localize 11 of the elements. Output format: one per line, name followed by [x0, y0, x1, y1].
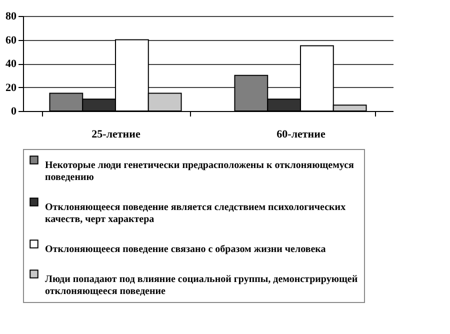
legend-label: Отклоняющееся поведение связано с образом жизни человека — [45, 244, 326, 255]
x-tick-label: 60-летние — [276, 128, 326, 140]
legend-label: Отклоняющееся поведение является следствием психологических качеств, черт характера — [45, 202, 346, 225]
y-tick-label: 0 — [11, 106, 17, 118]
x-tick-label: 25-летние — [92, 128, 140, 140]
y-tick-label: 60 — [6, 34, 17, 46]
legend-label: Некоторые люди генетически предрасположены к отклоняющемуся поведению — [45, 160, 355, 183]
legend-label: Люди попадают под влияние социальной группы, демонстрирующей отклоняющееся поведение — [45, 274, 358, 297]
y-tick-label: 80 — [6, 10, 17, 22]
y-tick-label: 20 — [6, 82, 17, 94]
y-tick-label: 40 — [6, 58, 17, 70]
